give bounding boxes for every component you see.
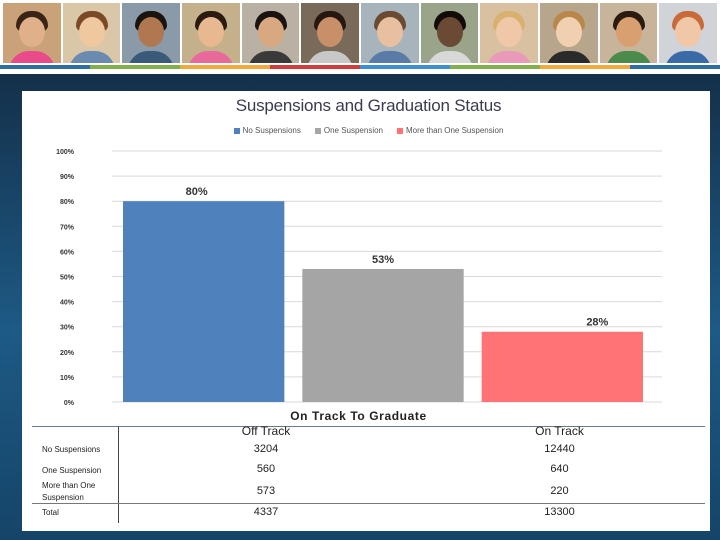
student-photo-icon — [62, 3, 121, 63]
bar-no-suspensions — [123, 201, 285, 402]
table-cell: 4337 — [253, 506, 279, 518]
data-label: 80% — [186, 186, 208, 198]
y-tick-label: 0% — [64, 400, 75, 407]
y-tick-label: 60% — [60, 249, 75, 256]
student-photo-icon — [3, 3, 61, 63]
legend-label: One Suspension — [323, 126, 383, 135]
y-tick-label: 70% — [60, 224, 75, 231]
data-label: 53% — [372, 254, 394, 266]
legend-swatch — [314, 127, 321, 134]
student-photo-icon — [241, 3, 300, 63]
bar-one-suspension — [302, 268, 464, 402]
y-tick-label: 20% — [60, 350, 75, 357]
y-tick-label: 10% — [60, 375, 75, 382]
legend-item-more-than-one: More than One Suspension — [397, 126, 503, 135]
data-label: 28% — [586, 317, 608, 329]
chart-legend: No Suspensions One Suspension More than … — [32, 126, 705, 135]
row-label: More than One Suspension — [42, 481, 96, 502]
student-photo-icon — [599, 3, 658, 63]
color-stripe-bar — [0, 65, 720, 69]
legend-swatch — [233, 127, 240, 134]
y-tick-label: 50% — [60, 275, 75, 282]
table-total-divider — [32, 503, 705, 504]
x-axis-title: On Track To Graduate — [290, 409, 427, 423]
table-cell: 12440 — [544, 443, 575, 455]
color-stripe-segment — [630, 65, 720, 69]
legend-label: No Suspensions — [242, 126, 301, 135]
table-divider — [118, 427, 119, 523]
student-photo-strip — [3, 3, 718, 63]
legend-item-one-suspension: One Suspension — [314, 126, 383, 135]
student-photo-icon — [420, 3, 479, 63]
table-cell: 13300 — [544, 506, 575, 518]
table-cell: 220 — [550, 485, 569, 497]
column-header-on-track: On Track — [535, 424, 584, 438]
student-photo-icon — [301, 3, 360, 63]
bar-more-than-one-suspension — [481, 331, 643, 402]
table-row: One Suspension 560 640 — [32, 463, 705, 477]
student-photo-icon — [540, 3, 598, 63]
legend-label: More than One Suspension — [406, 126, 504, 135]
table-header-row: Off Track On Track — [32, 424, 705, 438]
data-table: Off Track On Track No Suspensions 3204 1… — [32, 424, 705, 523]
table-row: More than One Suspension 573 220 — [32, 480, 705, 504]
student-photo-icon — [361, 3, 419, 63]
student-photo-icon — [182, 3, 240, 63]
color-stripe-segment — [270, 65, 360, 69]
student-photo-icon — [122, 3, 181, 63]
table-row: No Suspensions 3204 12440 — [32, 443, 705, 456]
chart-container: Suspensions and Graduation Status No Sus… — [32, 94, 705, 426]
row-label: One Suspension — [42, 466, 102, 475]
chart-title: Suspensions and Graduation Status — [235, 96, 502, 115]
y-tick-label: 100% — [56, 149, 75, 156]
table-total-row: Total 4337 13300 — [32, 506, 705, 519]
table-cell: 640 — [550, 463, 569, 475]
color-stripe-segment — [0, 65, 90, 69]
table-cell: 573 — [256, 485, 276, 497]
legend-item-no-suspensions: No Suspensions — [233, 126, 301, 135]
student-photo-icon — [659, 3, 718, 63]
row-label: Total — [42, 508, 59, 517]
y-tick-label: 30% — [60, 325, 75, 332]
y-tick-label: 90% — [60, 174, 75, 181]
legend-swatch — [397, 127, 403, 134]
color-stripe-segment — [180, 65, 270, 69]
row-label: No Suspensions — [42, 445, 101, 454]
student-photo-icon — [480, 3, 539, 63]
table-cell: 560 — [256, 463, 276, 475]
color-stripe-segment — [360, 65, 450, 69]
color-stripe-segment — [450, 65, 540, 69]
header-banner — [0, 0, 720, 74]
table-cell: 3204 — [253, 443, 279, 455]
color-stripe-segment — [90, 65, 180, 69]
y-tick-label: 40% — [60, 300, 75, 307]
column-header-off-track: Off Track — [241, 424, 291, 438]
y-tick-label: 80% — [60, 199, 75, 206]
bar-chart-plot: 0% 10% 20% 30% 40% 50% 60% 70% 80% 90% 100% 80% 53% 2… — [56, 149, 662, 407]
color-stripe-segment — [540, 65, 630, 69]
